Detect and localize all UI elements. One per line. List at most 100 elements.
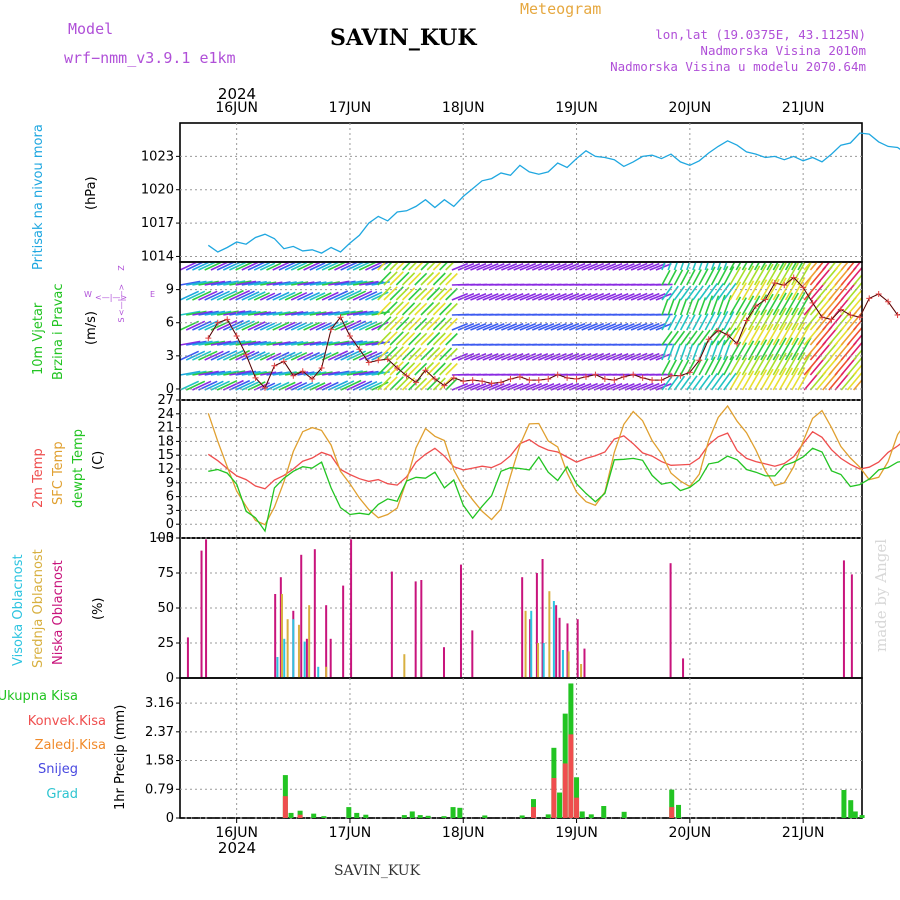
wind-barb	[538, 352, 555, 361]
wind-speed-marker	[724, 331, 731, 338]
wind-barb	[247, 280, 267, 286]
wind-barb	[254, 311, 272, 316]
wind-barb	[716, 310, 729, 331]
wind-barb	[321, 311, 340, 316]
precip-bar	[601, 806, 607, 818]
wind-barb	[365, 381, 383, 391]
wind-barb	[482, 322, 499, 331]
wind-barb	[414, 377, 428, 391]
pressure-frame	[179, 122, 863, 263]
wind-barb	[531, 382, 549, 391]
cloud-bar	[521, 577, 524, 678]
wind-barb	[791, 262, 798, 271]
wind-barb	[797, 352, 812, 376]
wind-barb	[185, 380, 206, 391]
date-label-bottom: 16JUN	[215, 825, 258, 841]
precip-bar	[346, 807, 352, 818]
wind-barb	[198, 310, 219, 316]
wind-barb	[395, 301, 410, 316]
wind-barb	[278, 321, 296, 331]
wind-barb	[797, 307, 812, 331]
wind-barb	[624, 262, 642, 271]
wind-speed-marker	[535, 377, 542, 384]
wind-barb	[772, 262, 779, 271]
wind-barb	[291, 281, 309, 286]
wind-barb	[772, 322, 787, 346]
wind-barb	[439, 347, 453, 361]
wind-barb	[235, 280, 257, 286]
wind-barb	[266, 382, 282, 391]
wind-barb	[599, 352, 617, 361]
wind-barb	[259, 352, 276, 361]
wind-barb	[723, 282, 737, 301]
wind-barb	[383, 376, 398, 391]
wind-speed-marker	[431, 376, 438, 383]
date-label-top: 18JUN	[442, 100, 485, 116]
wind-barb	[359, 280, 379, 286]
precip-bar	[482, 815, 488, 818]
wind-barb	[643, 292, 660, 301]
cloud-bar	[308, 605, 311, 678]
wind-speed-marker	[752, 303, 759, 310]
wind-barb	[599, 322, 617, 331]
wind-barb	[401, 332, 416, 346]
wind-speed-marker	[705, 336, 712, 343]
precip-bar	[425, 815, 431, 818]
wind-speed-marker	[667, 372, 674, 379]
precip-ytick-label: 1.58	[145, 754, 174, 769]
precip-unit: 1hr Precip (mm)	[113, 705, 128, 810]
wind-barb	[186, 340, 207, 346]
wind-barb	[401, 317, 416, 331]
cloud-bar	[317, 666, 320, 678]
wind-barb	[754, 369, 768, 391]
cloud-bar	[420, 580, 423, 678]
wind-barb	[667, 330, 679, 346]
wind-barb	[371, 351, 389, 361]
wind-barb	[791, 277, 806, 301]
wind-speed-marker	[781, 282, 788, 289]
wind-barb	[334, 280, 356, 286]
wind-barb	[192, 280, 213, 286]
wind-barb	[797, 262, 812, 286]
wind-barb	[655, 373, 673, 376]
wind-barb	[698, 268, 709, 286]
wind-barb	[544, 382, 561, 391]
precip-bar	[562, 763, 568, 818]
wind-barb	[414, 287, 428, 301]
precip-bar	[852, 811, 858, 818]
wind-barb	[266, 311, 283, 316]
wind-barb	[241, 381, 260, 391]
wind-barb	[445, 347, 458, 361]
wind-barb	[575, 352, 592, 361]
cloud-label-mid: Srednja Oblacnost	[31, 549, 46, 668]
wind-speed-marker	[592, 371, 599, 378]
cloud-bar	[541, 559, 544, 678]
wind-barb	[655, 313, 673, 316]
wind-barb	[772, 307, 787, 331]
station-title: SAVIN_KUK	[330, 25, 477, 51]
wind-barb	[278, 371, 297, 376]
wind-speed-marker	[885, 298, 892, 305]
wind-barb	[679, 262, 685, 271]
cloud-bar	[529, 619, 532, 678]
wind-barb	[371, 262, 389, 271]
wind-barb	[587, 292, 605, 301]
wind-speed-marker	[261, 384, 268, 391]
wind-barb	[630, 352, 648, 361]
wind-speed-marker	[413, 379, 420, 386]
wind-barb	[204, 350, 224, 361]
wind-barb	[216, 370, 239, 376]
wind-barb	[556, 262, 574, 271]
wind-barb	[778, 262, 793, 286]
cloud-bar	[342, 585, 345, 678]
wind-speed-marker	[422, 367, 429, 374]
wind-barb	[408, 317, 422, 331]
cloud-bar	[280, 594, 283, 678]
wind-barb	[637, 292, 654, 301]
wind-barb	[210, 290, 230, 301]
wind-barb	[754, 324, 768, 346]
wind-barb	[581, 292, 598, 301]
wind-barb	[229, 379, 251, 391]
wind-barb	[198, 290, 218, 301]
wind-barb	[519, 262, 537, 271]
